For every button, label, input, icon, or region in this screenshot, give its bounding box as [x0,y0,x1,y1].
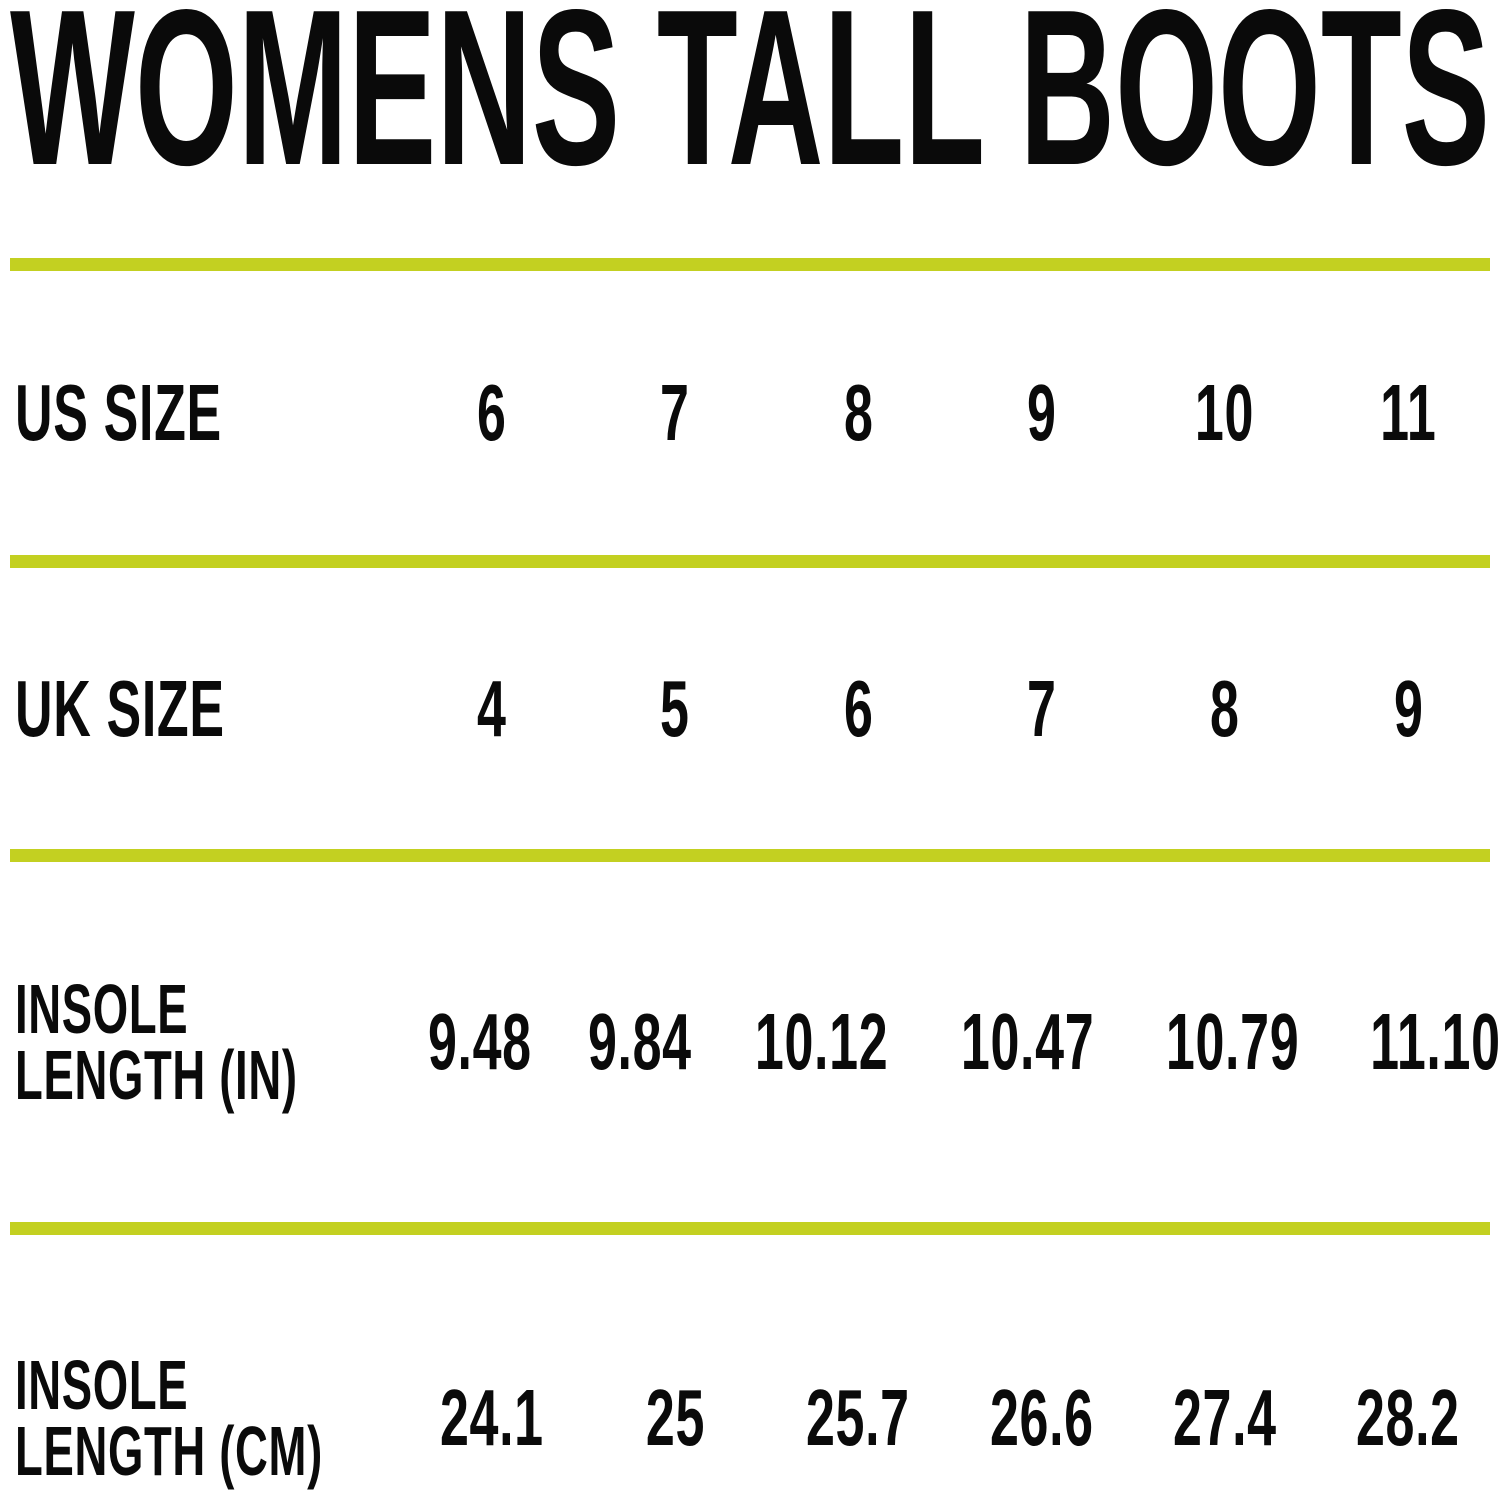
row-values: 24.1 25 25.7 26.6 27.4 28.2 [360,1378,1500,1458]
cell-value: 27.4 [1173,1373,1277,1462]
divider-line-3 [10,849,1490,862]
table-cell: 7 [583,373,766,453]
table-cell: 9.48 [400,1002,560,1082]
table-row-us-size: US SIZE 6 7 8 9 10 11 [0,271,1500,555]
table-cell: 5 [583,663,766,753]
table-cell: 7 [950,663,1133,753]
cell-value: 7 [1026,663,1057,753]
row-label-cell: INSOLE LENGTH (IN) [15,970,360,1114]
cell-value: 9 [1393,663,1424,753]
table-row-uk-size: UK SIZE 4 5 6 7 8 9 [0,568,1500,849]
cell-value: 25.7 [806,1373,911,1462]
table-row-insole-length-cm: INSOLE LENGTH (CM) 24.1 25 25.7 26.6 27.… [0,1235,1500,1486]
cell-value: 25 [645,1373,705,1462]
cell-value: 5 [660,663,690,753]
page-title: WOMENS TALL BOOTS [10,0,1490,212]
cell-value: 10.12 [755,997,889,1086]
cell-value: 28.2 [1356,1373,1461,1462]
table-cell: 10.47 [925,1002,1130,1082]
cell-value: 8 [843,368,874,457]
page-title-svg: WOMENS TALL BOOTS [10,0,1490,212]
table-cell: 25.7 [767,1378,950,1458]
cell-value: 26.6 [989,1373,1094,1462]
table-cell: 26.6 [950,1378,1133,1458]
divider-line-4 [10,1222,1490,1235]
cell-value: 9.84 [587,997,692,1086]
table-cell: 25 [583,1378,766,1458]
table-cell: 6 [767,663,950,753]
row-label-cell: INSOLE LENGTH (CM) [15,1346,360,1490]
table-cell: 8 [767,373,950,453]
row-label-cell: UK SIZE [15,663,360,753]
row-label-insole-length-in: INSOLE LENGTH (IN) [15,970,298,1114]
row-values: 6 7 8 9 10 11 [360,373,1500,453]
cell-value: 4 [476,663,507,753]
cell-value: 10 [1195,368,1255,457]
table-cell: 11.10 [1335,1002,1500,1082]
table-cell: 10.79 [1130,1002,1335,1082]
table-cell: 10.12 [719,1002,924,1082]
table-cell: 9 [950,373,1133,453]
row-label-cell: US SIZE [15,373,360,453]
row-values: 4 5 6 7 8 9 [360,663,1500,753]
cell-value: 8 [1210,663,1240,753]
cell-value: 10.47 [960,997,1094,1086]
table-cell: 11 [1317,373,1500,453]
cell-value: 9.48 [427,997,532,1086]
table-cell: 6 [400,373,583,453]
table-cell: 9.84 [560,1002,720,1082]
cell-value: 10.79 [1165,997,1300,1086]
cell-value: 6 [476,368,507,457]
table-cell: 4 [400,663,583,753]
row-label-uk-size: UK SIZE [15,663,225,753]
table-cell: 28.2 [1317,1378,1500,1458]
row-label-insole-length-cm: INSOLE LENGTH (CM) [15,1346,323,1490]
cell-value: 11 [1380,368,1437,457]
table-cell: 8 [1133,663,1316,753]
cell-value: 24.1 [439,1373,544,1462]
table-cell: 9 [1317,663,1500,753]
cell-value: 6 [843,663,874,753]
cell-value: 11.10 [1370,997,1500,1086]
divider-line-2 [10,555,1490,568]
cell-value: 9 [1026,368,1057,457]
table-cell: 10 [1133,373,1316,453]
table-cell: 24.1 [400,1378,583,1458]
divider-line-1 [10,258,1490,271]
table-row-insole-length-in: INSOLE LENGTH (IN) 9.48 9.84 10.12 10.47… [0,862,1500,1222]
table-cell: 27.4 [1133,1378,1316,1458]
cell-value: 7 [660,368,690,457]
row-values: 9.48 9.84 10.12 10.47 10.79 11.10 [360,1002,1500,1082]
row-label-us-size: US SIZE [15,368,222,457]
